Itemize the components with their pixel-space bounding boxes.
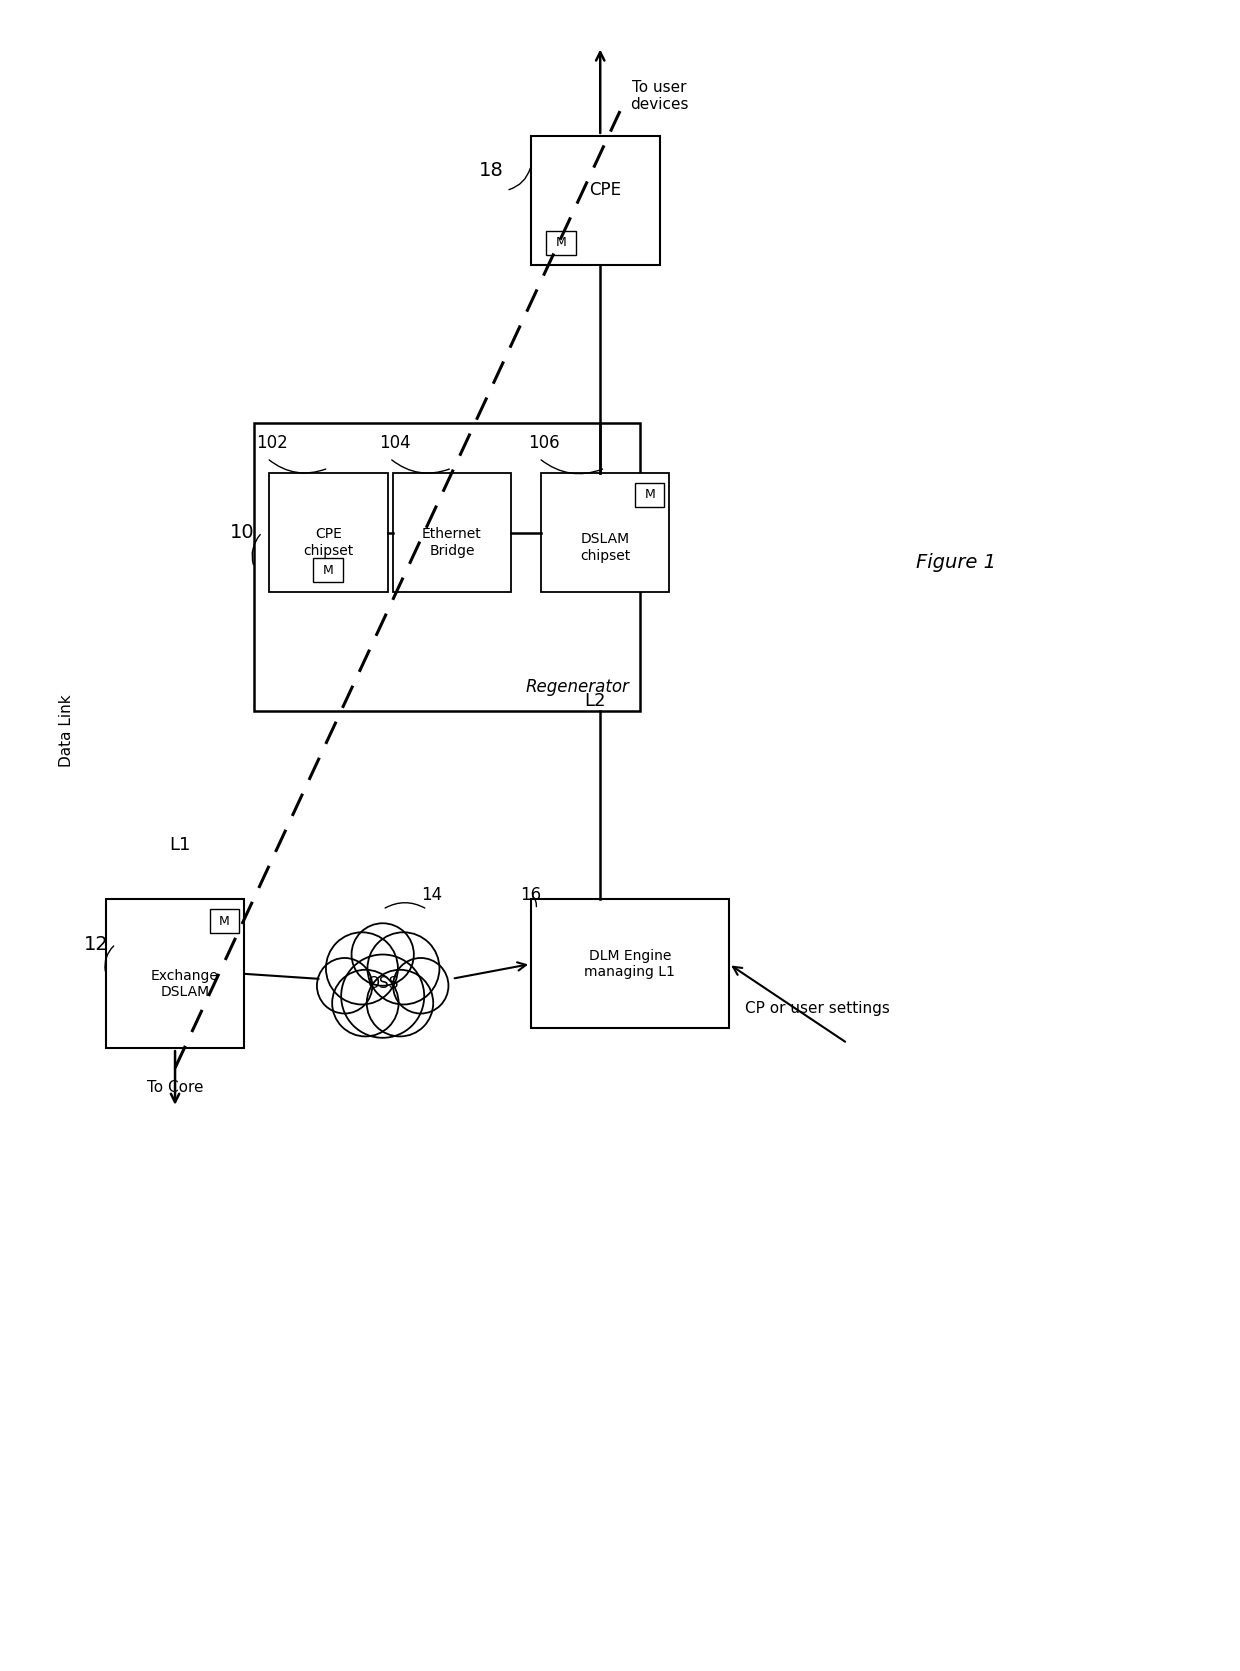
Bar [210,909,239,932]
Text: Exchange
DSLAM: Exchange DSLAM [151,969,219,999]
Text: L1: L1 [170,836,191,854]
Bar [531,899,729,1028]
Bar [546,231,575,256]
Text: 14: 14 [422,886,443,904]
Text: Figure 1: Figure 1 [916,553,996,571]
Text: CP or user settings: CP or user settings [745,1001,890,1016]
Text: To Core: To Core [146,1081,203,1096]
Circle shape [393,957,449,1014]
Text: Regenerator: Regenerator [526,678,630,697]
Bar [254,423,640,712]
Text: 12: 12 [83,934,108,954]
Circle shape [367,969,433,1036]
Circle shape [367,932,439,1004]
Text: M: M [645,488,655,501]
Text: To user
devices: To user devices [630,80,688,112]
Bar [531,135,660,264]
Bar [541,473,670,592]
Circle shape [317,957,372,1014]
Text: OSS: OSS [367,976,398,991]
Circle shape [352,924,414,986]
Text: CPE: CPE [589,182,621,199]
Text: M: M [219,914,229,927]
Text: Ethernet
Bridge: Ethernet Bridge [422,528,482,558]
Bar [269,473,388,592]
Text: DLM Engine
managing L1: DLM Engine managing L1 [584,949,676,979]
Circle shape [332,969,398,1036]
Text: 104: 104 [378,434,410,453]
Bar [635,483,665,506]
Text: CPE
chipset: CPE chipset [303,528,353,558]
Text: DSLAM
chipset: DSLAM chipset [580,533,630,563]
Text: 10: 10 [229,523,254,541]
Text: L2: L2 [584,692,606,710]
Circle shape [326,932,398,1004]
Text: M: M [322,563,334,576]
Circle shape [341,954,424,1038]
Text: Data Link: Data Link [58,695,73,767]
Bar [393,473,511,592]
Text: M: M [556,237,565,249]
Text: 102: 102 [257,434,288,453]
Bar [314,558,343,582]
Text: 106: 106 [528,434,559,453]
Bar [105,899,244,1048]
Text: 18: 18 [479,160,503,180]
Text: 16: 16 [521,886,542,904]
